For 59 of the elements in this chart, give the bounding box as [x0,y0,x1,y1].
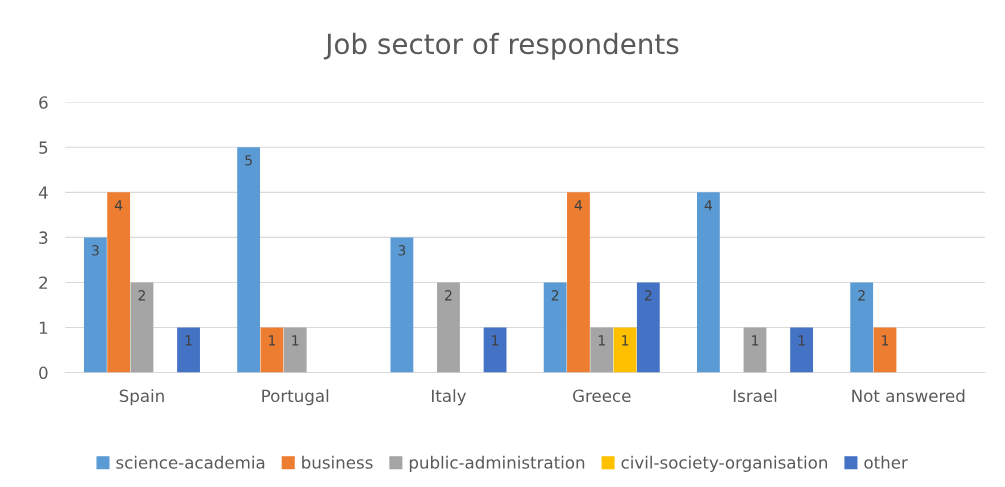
data-label: 4 [114,200,123,211]
legend-label: civil-society-organisation [621,455,828,472]
chart-title: Job sector of respondents [323,32,679,60]
data-label: 3 [92,245,99,256]
bar [437,282,460,373]
data-label: 1 [269,335,276,346]
bar [483,327,507,373]
bar [636,282,660,373]
bar [237,147,261,373]
y-tick-label: 0 [39,366,48,380]
bar [697,192,720,373]
data-label: 2 [445,290,452,301]
y-tick-label: 1 [39,321,48,334]
bar [130,282,154,373]
x-tick-label: Italy [432,389,467,406]
bar [83,237,107,373]
bar [743,327,767,373]
bar [177,327,200,373]
bar [283,327,307,373]
data-label: 1 [752,335,759,346]
bar [790,327,814,373]
x-tick-label: Portugal [262,389,329,406]
bar [260,327,284,373]
y-tick-label: 2 [39,276,47,289]
data-label: 2 [138,290,145,301]
data-label: 1 [185,335,192,346]
x-tick-label: Israel [733,389,777,403]
y-tick-label: 4 [38,186,48,199]
data-label: 1 [798,335,805,346]
legend-label: business [302,455,373,469]
y-tick-label: 6 [39,96,48,109]
x-tick-label: Not answered [852,389,965,403]
y-tick-label: 3 [39,231,48,244]
bar [873,327,897,373]
bar [590,327,614,373]
bar [613,327,637,373]
legend-label: other [864,455,908,469]
data-label: 3 [398,245,406,256]
data-label: 1 [622,335,629,346]
bar [567,192,590,373]
data-label: 1 [882,335,889,346]
data-label: 4 [704,200,713,211]
data-label: 2 [551,290,559,301]
x-tick-label: Greece [573,389,631,403]
data-label: 2 [858,290,865,301]
data-label: 2 [644,290,652,301]
legend-label: science-academia [116,455,265,469]
data-label: 1 [292,335,299,346]
legend-label: public-administration [409,455,585,472]
bar [390,237,414,373]
bar [107,192,131,373]
y-tick-label: 5 [39,141,48,154]
x-tick-label: Spain [119,389,164,406]
data-label: 1 [492,335,499,346]
data-label: 5 [245,155,252,166]
data-label: 4 [574,200,583,211]
data-label: 1 [598,335,605,346]
bar [543,282,567,373]
bar [850,282,874,373]
